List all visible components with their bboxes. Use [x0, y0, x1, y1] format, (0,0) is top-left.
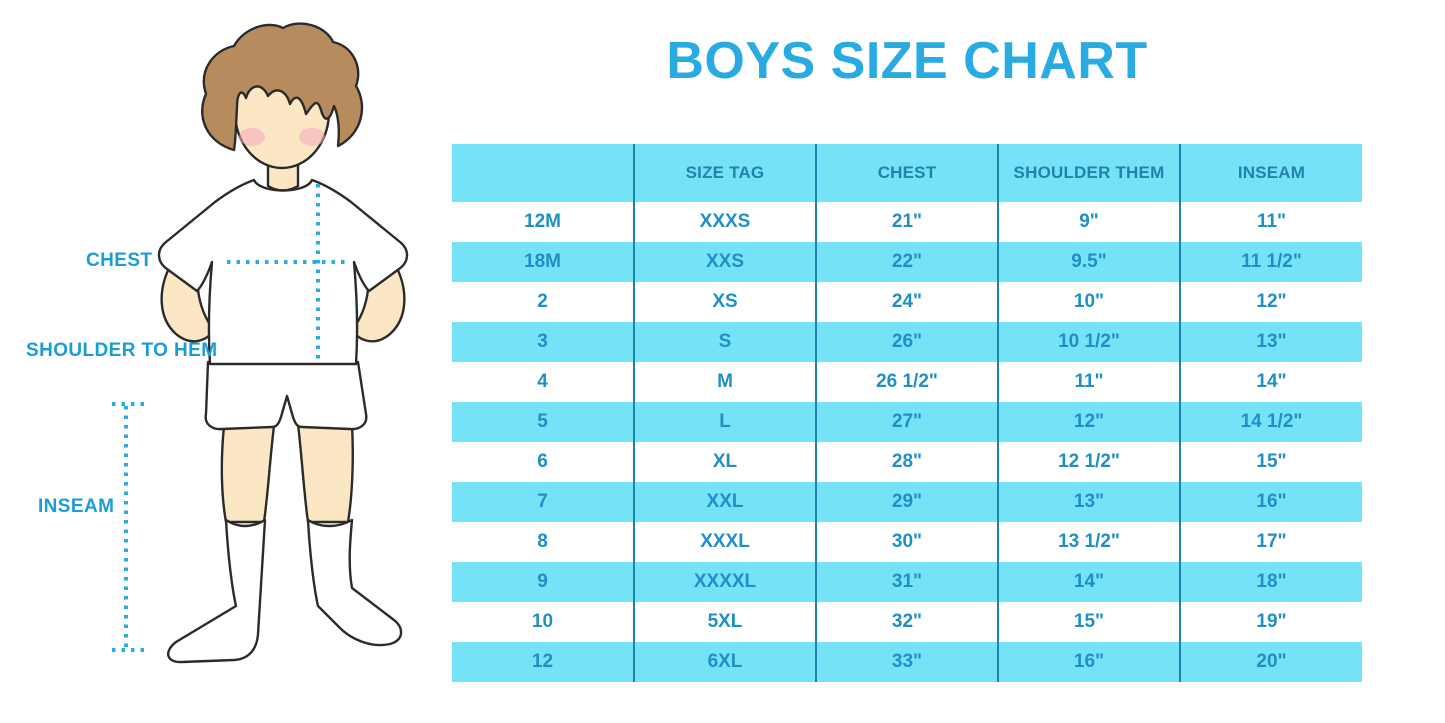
table-cell: 31"	[815, 562, 998, 602]
table-cell: 13"	[997, 482, 1180, 522]
table-cell: 9.5"	[997, 242, 1180, 282]
table-cell: 13 1/2"	[997, 522, 1180, 562]
table-cell: 33"	[815, 642, 998, 682]
table-cell: 15"	[997, 602, 1180, 642]
table-cell: 18"	[1179, 562, 1362, 602]
table-cell: 27"	[815, 402, 998, 442]
boy-shorts	[204, 360, 368, 431]
chest-label: CHEST	[86, 250, 153, 271]
table-header-row: SIZE TAG CHEST SHOULDER THEM INSEAM	[452, 144, 1362, 202]
table-cell: 11"	[997, 362, 1180, 402]
table-cell: 4	[452, 362, 634, 402]
table-cell: XXXL	[633, 522, 816, 562]
table-cell: 6	[452, 442, 634, 482]
table-cell: 12"	[997, 402, 1180, 442]
table-cell: 5XL	[633, 602, 816, 642]
table-row: 9 XXXXL 31" 14" 18"	[452, 562, 1362, 602]
table-cell: XXXS	[633, 202, 816, 242]
column-header-inseam: INSEAM	[1179, 144, 1362, 202]
table-cell: 7	[452, 482, 634, 522]
table-cell: S	[633, 322, 816, 362]
table-cell: 26"	[815, 322, 998, 362]
table-cell: 12"	[1179, 282, 1362, 322]
table-row: 4 M 26 1/2" 11" 14"	[452, 362, 1362, 402]
table-cell: 29"	[815, 482, 998, 522]
table-cell: 10"	[997, 282, 1180, 322]
shoulder-to-hem-label: SHOULDER TO HEM	[26, 340, 218, 361]
table-row: 8 XXXL 30" 13 1/2" 17"	[452, 522, 1362, 562]
table-row: 2 XS 24" 10" 12"	[452, 282, 1362, 322]
table-cell: 6XL	[633, 642, 816, 682]
table-cell: 2	[452, 282, 634, 322]
boy-right-leg	[296, 422, 354, 524]
table-cell: XS	[633, 282, 816, 322]
boy-left-sock	[167, 518, 267, 664]
table-row: 18M XXS 22" 9.5" 11 1/2"	[452, 242, 1362, 282]
table-cell: 9	[452, 562, 634, 602]
table-row: 7 XXL 29" 13" 16"	[452, 482, 1362, 522]
boy-right-arm	[350, 264, 406, 343]
table-cell: 16"	[1179, 482, 1362, 522]
table-cell: 14"	[1179, 362, 1362, 402]
column-header-size	[452, 144, 634, 202]
table-cell: 28"	[815, 442, 998, 482]
table-cell: 26 1/2"	[815, 362, 998, 402]
table-row: 10 5XL 32" 15" 19"	[452, 602, 1362, 642]
table-cell: 14"	[997, 562, 1180, 602]
boy-illustration	[112, 22, 409, 664]
table-cell: 16"	[997, 642, 1180, 682]
table-cell: 19"	[1179, 602, 1362, 642]
table-cell: 21"	[815, 202, 998, 242]
table-cell: 24"	[815, 282, 998, 322]
table-cell: 9"	[997, 202, 1180, 242]
table-row: 5 L 27" 12" 14 1/2"	[452, 402, 1362, 442]
table-cell: XL	[633, 442, 816, 482]
table-cell: 10 1/2"	[997, 322, 1180, 362]
column-header-size-tag: SIZE TAG	[633, 144, 816, 202]
table-cell: 11 1/2"	[1179, 242, 1362, 282]
table-cell: 30"	[815, 522, 998, 562]
table-cell: XXXXL	[633, 562, 816, 602]
table-cell: 20"	[1179, 642, 1362, 682]
size-table: SIZE TAG CHEST SHOULDER THEM INSEAM 12M X…	[452, 144, 1362, 682]
page-title: BOYS SIZE CHART	[666, 32, 1148, 90]
table-cell: 18M	[452, 242, 634, 282]
column-header-shoulder-hem: SHOULDER THEM	[997, 144, 1180, 202]
table-row: 3 S 26" 10 1/2" 13"	[452, 322, 1362, 362]
boy-blush-left	[239, 128, 265, 146]
boy-right-sock	[306, 518, 403, 647]
size-table-body: 12M XXXS 21" 9" 11" 18M XXS 22" 9.5" 11 1/2" 2 XS 24…	[452, 202, 1362, 682]
table-cell: 15"	[1179, 442, 1362, 482]
table-cell: XXL	[633, 482, 816, 522]
table-cell: 10	[452, 602, 634, 642]
table-cell: 13"	[1179, 322, 1362, 362]
boy-hair	[201, 22, 364, 152]
column-header-chest: CHEST	[815, 144, 998, 202]
table-cell: XXS	[633, 242, 816, 282]
table-cell: 17"	[1179, 522, 1362, 562]
table-cell: M	[633, 362, 816, 402]
table-cell: 12M	[452, 202, 634, 242]
boy-left-leg	[220, 424, 276, 524]
table-cell: 22"	[815, 242, 998, 282]
table-cell: 5	[452, 402, 634, 442]
table-cell: 12	[452, 642, 634, 682]
table-cell: 11"	[1179, 202, 1362, 242]
table-row: 6 XL 28" 12 1/2" 15"	[452, 442, 1362, 482]
boy-blush-right	[299, 128, 325, 146]
table-row: 12 6XL 33" 16" 20"	[452, 642, 1362, 682]
table-cell: 8	[452, 522, 634, 562]
inseam-label: INSEAM	[38, 496, 115, 517]
table-cell: 32"	[815, 602, 998, 642]
boy-tshirt	[157, 178, 409, 366]
table-row: 12M XXXS 21" 9" 11"	[452, 202, 1362, 242]
boy-left-arm	[160, 264, 216, 343]
table-cell: 3	[452, 322, 634, 362]
table-cell: 12 1/2"	[997, 442, 1180, 482]
table-cell: L	[633, 402, 816, 442]
table-cell: 14 1/2"	[1179, 402, 1362, 442]
